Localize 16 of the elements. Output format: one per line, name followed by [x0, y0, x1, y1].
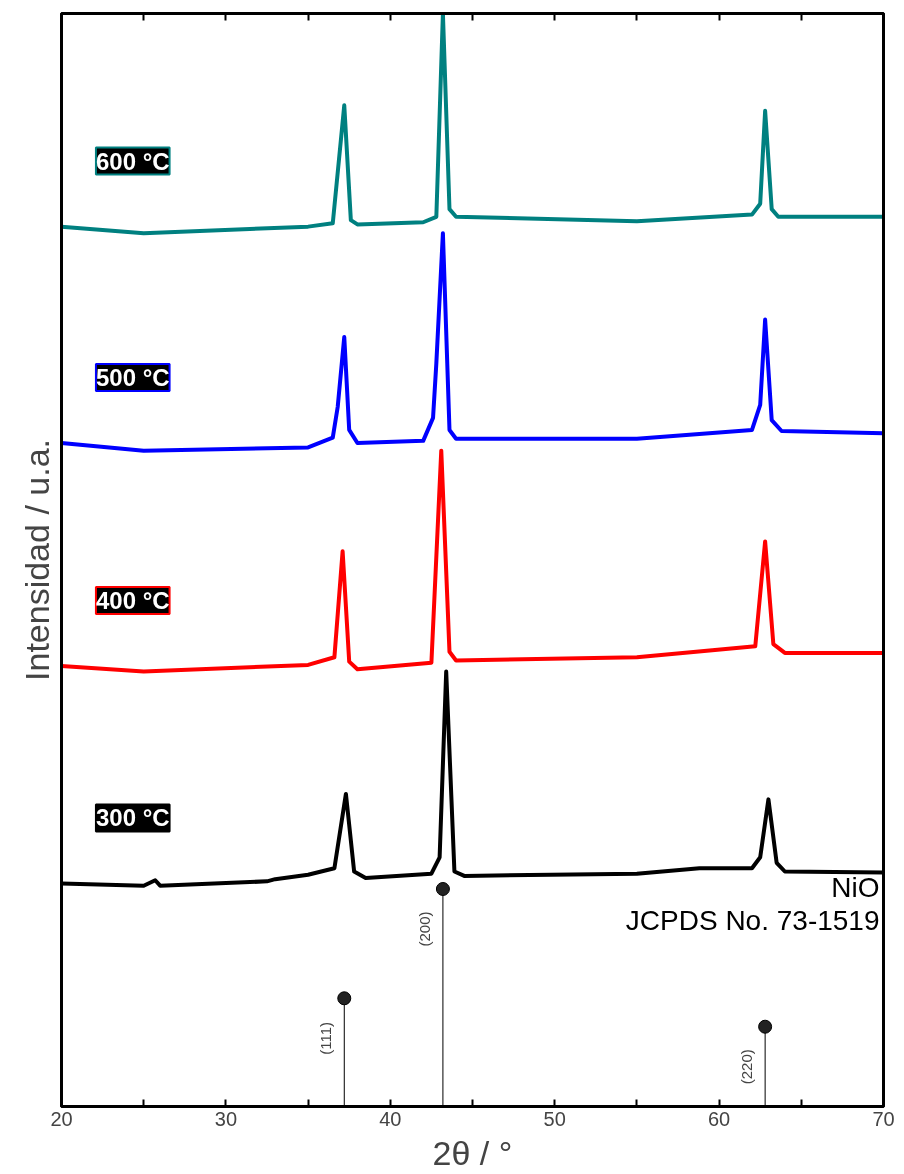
text: 600 °C [95, 147, 170, 175]
x-tick-label: 70 [872, 1107, 895, 1130]
x-tick-label: 50 [543, 1107, 566, 1130]
annotation: (220) [738, 1049, 756, 1085]
x-tick-label: 60 [707, 1107, 731, 1130]
annotation: (111) [317, 1021, 335, 1055]
x-tick-label: 20 [50, 1107, 73, 1130]
text: 500 °C [95, 363, 170, 391]
x-tick-label: 30 [214, 1107, 238, 1130]
annotation: NiO [831, 872, 880, 904]
x-tick-label: 40 [379, 1107, 402, 1130]
text: 300 °C [95, 804, 170, 832]
annotation: JCPDS No. 73-1519 [625, 905, 880, 937]
y-axis-title: Intensidad / u.a. [17, 439, 56, 681]
annotation: (200) [415, 911, 433, 947]
x-axis-title: 2θ / ° [432, 1133, 513, 1172]
